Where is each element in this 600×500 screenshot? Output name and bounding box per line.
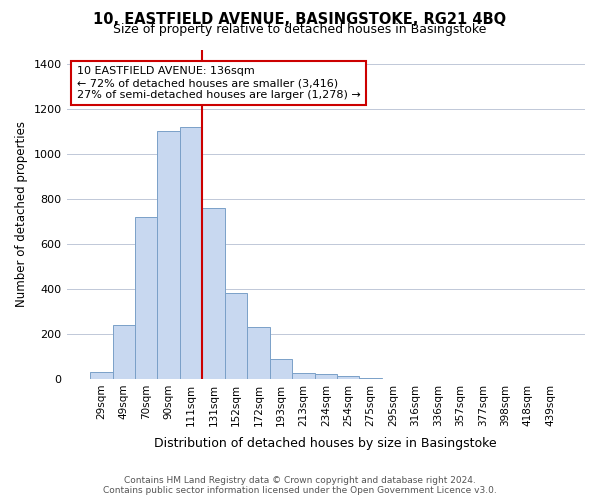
Text: Contains HM Land Registry data © Crown copyright and database right 2024.
Contai: Contains HM Land Registry data © Crown c… [103, 476, 497, 495]
Y-axis label: Number of detached properties: Number of detached properties [15, 122, 28, 308]
Bar [135, 216, 157, 379]
Bar [337, 376, 359, 379]
Text: 10, EASTFIELD AVENUE, BASINGSTOKE, RG21 4BQ: 10, EASTFIELD AVENUE, BASINGSTOKE, RG21 … [94, 12, 506, 28]
X-axis label: Distribution of detached houses by size in Basingstoke: Distribution of detached houses by size … [154, 437, 497, 450]
Bar [292, 372, 314, 379]
Bar [202, 208, 225, 379]
Bar [90, 372, 113, 379]
Bar [359, 378, 382, 379]
Bar [157, 131, 180, 379]
Bar [225, 294, 247, 379]
Bar [314, 374, 337, 379]
Bar [180, 126, 202, 379]
Text: Size of property relative to detached houses in Basingstoke: Size of property relative to detached ho… [113, 22, 487, 36]
Bar [269, 358, 292, 379]
Bar [113, 325, 135, 379]
Text: 10 EASTFIELD AVENUE: 136sqm
← 72% of detached houses are smaller (3,416)
27% of : 10 EASTFIELD AVENUE: 136sqm ← 72% of det… [77, 66, 361, 100]
Bar [247, 327, 269, 379]
